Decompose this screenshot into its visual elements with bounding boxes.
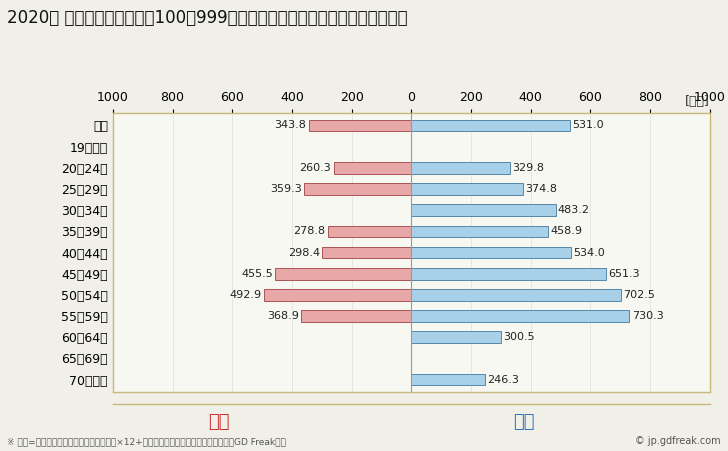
Text: 458.9: 458.9 (550, 226, 582, 236)
Bar (323, 247, 411, 258)
Bar (411, 162, 510, 174)
Bar (411, 120, 570, 131)
Bar (411, 310, 629, 322)
Text: 531.0: 531.0 (572, 120, 604, 130)
Text: 359.3: 359.3 (270, 184, 301, 194)
Bar (301, 310, 411, 322)
Text: 730.3: 730.3 (632, 311, 663, 321)
Text: 329.8: 329.8 (512, 163, 544, 173)
Bar (411, 268, 606, 280)
Text: 298.4: 298.4 (288, 248, 320, 258)
Bar (411, 183, 523, 195)
Text: 455.5: 455.5 (241, 269, 273, 279)
Bar (304, 183, 411, 195)
Text: 368.9: 368.9 (267, 311, 298, 321)
Text: 702.5: 702.5 (623, 290, 655, 300)
Bar (411, 374, 485, 386)
Text: © jp.gdfreak.com: © jp.gdfreak.com (635, 437, 721, 446)
Text: 492.9: 492.9 (230, 290, 262, 300)
Bar (333, 162, 411, 174)
Text: ※ 年収=「きまって支給する現金給与額」×12+「年間賞与その他特別給与額」としてGD Freak推計: ※ 年収=「きまって支給する現金給与額」×12+「年間賞与その他特別給与額」とし… (7, 437, 286, 446)
Text: 300.5: 300.5 (503, 332, 535, 342)
Bar (411, 204, 555, 216)
Text: 男性: 男性 (513, 413, 535, 431)
Text: 483.2: 483.2 (558, 205, 590, 215)
Text: 260.3: 260.3 (299, 163, 331, 173)
Text: 343.8: 343.8 (274, 120, 306, 130)
Bar (411, 289, 621, 301)
Bar (328, 226, 411, 237)
Text: 女性: 女性 (207, 413, 229, 431)
Text: 246.3: 246.3 (487, 375, 519, 385)
Text: 374.8: 374.8 (526, 184, 558, 194)
Bar (411, 331, 501, 343)
Bar (411, 247, 571, 258)
Bar (411, 226, 548, 237)
Bar (275, 268, 411, 280)
Text: 2020年 民間企業（従業者数100〜999人）フルタイム労働者の男女別平均年収: 2020年 民間企業（従業者数100〜999人）フルタイム労働者の男女別平均年収 (7, 9, 408, 27)
Text: 651.3: 651.3 (608, 269, 640, 279)
Bar (309, 120, 411, 131)
Text: [万円]: [万円] (685, 95, 710, 108)
Bar (264, 289, 411, 301)
Text: 534.0: 534.0 (573, 248, 605, 258)
Text: 278.8: 278.8 (293, 226, 325, 236)
